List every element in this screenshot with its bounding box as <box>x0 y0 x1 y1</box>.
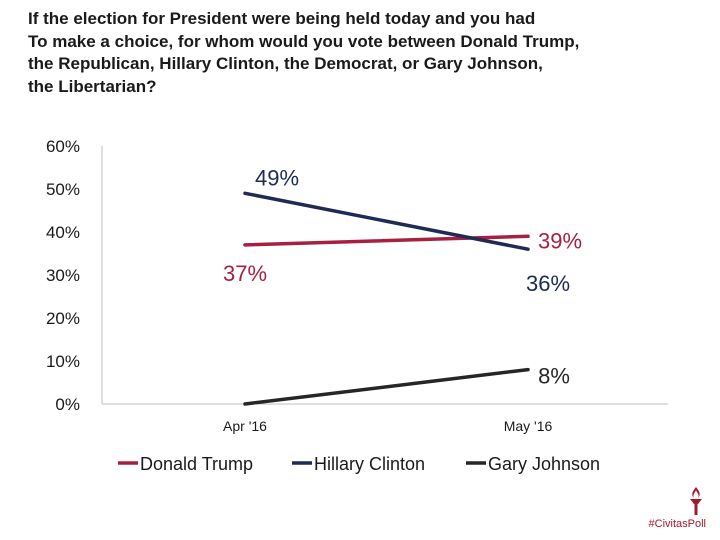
legend: Donald Trump Hillary Clinton Gary Johnson <box>118 454 600 474</box>
brand-hashtag: #CivitasPoll <box>648 518 706 530</box>
chart-title: If the election for President were being… <box>28 8 708 98</box>
y-tick-label: 10% <box>46 352 80 371</box>
data-label: 37% <box>223 261 267 286</box>
x-tick-label: May '16 <box>504 418 553 434</box>
data-label: 8% <box>538 364 570 389</box>
civitas-brand: #CivitasPoll <box>649 486 706 530</box>
legend-label: Hillary Clinton <box>314 454 425 474</box>
y-tick-label: 40% <box>46 223 80 242</box>
torch-icon <box>690 487 702 515</box>
legend-label: Gary Johnson <box>488 454 600 474</box>
title-line: To make a choice, for whom would you vot… <box>28 31 580 51</box>
x-tick-label: Apr '16 <box>223 418 267 434</box>
data-labels: 37% 39% 49% 36% 8% <box>223 165 582 388</box>
title-line: the Libertarian? <box>28 76 157 96</box>
y-tick-label: 50% <box>46 180 80 199</box>
series-line <box>243 234 530 247</box>
data-label: 36% <box>526 271 570 296</box>
series-lines <box>243 191 530 406</box>
data-label: 39% <box>538 228 582 253</box>
legend-label: Donald Trump <box>140 454 253 474</box>
y-tick-label: 60% <box>46 137 80 156</box>
title-line: If the election for President were being… <box>28 9 536 28</box>
axes: 0% 10% 20% 30% 40% 50% 60% Apr '16 May '16 <box>46 137 668 434</box>
series-line <box>243 367 530 406</box>
series-line <box>243 191 530 251</box>
y-tick-label: 20% <box>46 309 80 328</box>
line-chart: 0% 10% 20% 30% 40% 50% 60% Apr '16 May '16 37% 39… <box>46 137 668 474</box>
y-tick-label: 0% <box>55 395 80 414</box>
y-tick-label: 30% <box>46 266 80 285</box>
data-label: 49% <box>255 165 299 190</box>
title-line: the Republican, Hillary Clinton, the Dem… <box>28 54 543 73</box>
